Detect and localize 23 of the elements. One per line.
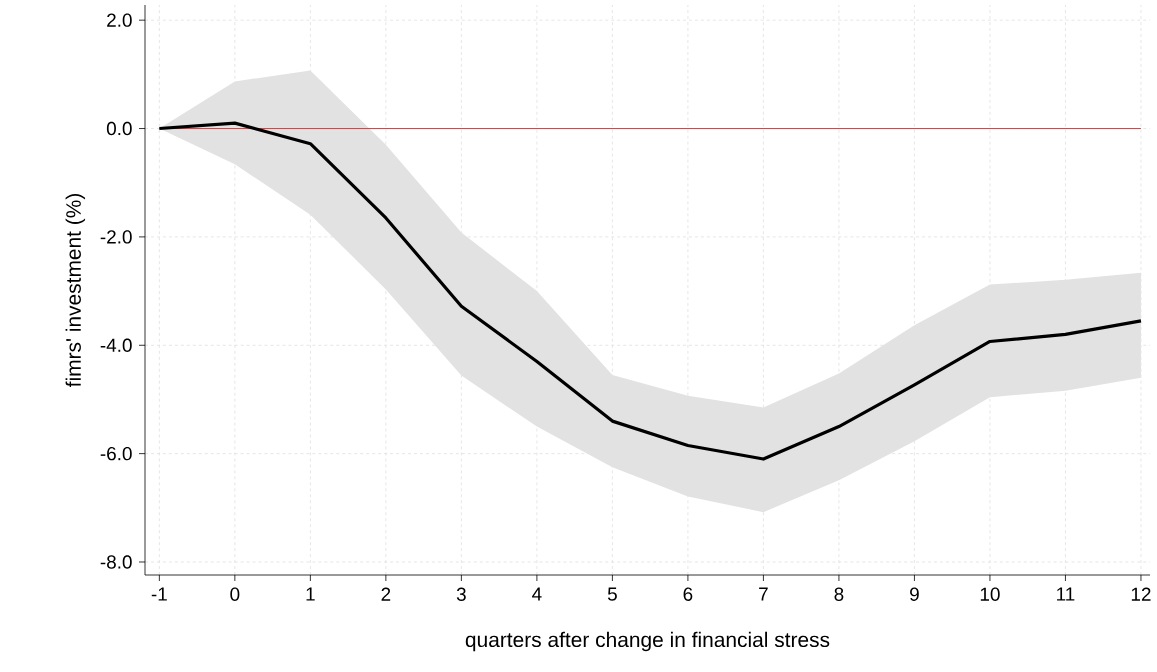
x-tick-label: 0 bbox=[230, 587, 240, 601]
x-tick-label: 1 bbox=[306, 587, 315, 601]
y-tick-label: 2.0 bbox=[107, 13, 132, 27]
x-tick-label: -1 bbox=[151, 587, 167, 601]
x-tick-label: 3 bbox=[456, 587, 466, 601]
x-tick-label: 6 bbox=[683, 587, 693, 601]
x-tick-label: 8 bbox=[834, 587, 844, 601]
x-tick-label: 11 bbox=[1057, 587, 1075, 601]
x-tick-label: 10 bbox=[980, 587, 1000, 601]
x-tick-label: 5 bbox=[607, 587, 617, 601]
line-series bbox=[157, 121, 1143, 461]
x-tick-label: 12 bbox=[1131, 587, 1151, 601]
y-tick-label: -2.0 bbox=[100, 230, 132, 244]
y-tick-label: 0.0 bbox=[106, 121, 132, 136]
x-tick-label: 7 bbox=[759, 587, 768, 601]
y-axis-title: fimrs' investment (%) bbox=[65, 194, 86, 388]
x-tick-label: 4 bbox=[532, 587, 542, 601]
y-tick-label: -8.0 bbox=[100, 555, 132, 569]
x-axis-title: quarters after change in financial stress bbox=[465, 631, 830, 652]
y-tick-label: -6.0 bbox=[100, 446, 132, 461]
x-tick-label: 2 bbox=[381, 587, 391, 601]
x-tick-label: 9 bbox=[910, 587, 919, 601]
y-tick-label: -4.0 bbox=[100, 338, 132, 352]
